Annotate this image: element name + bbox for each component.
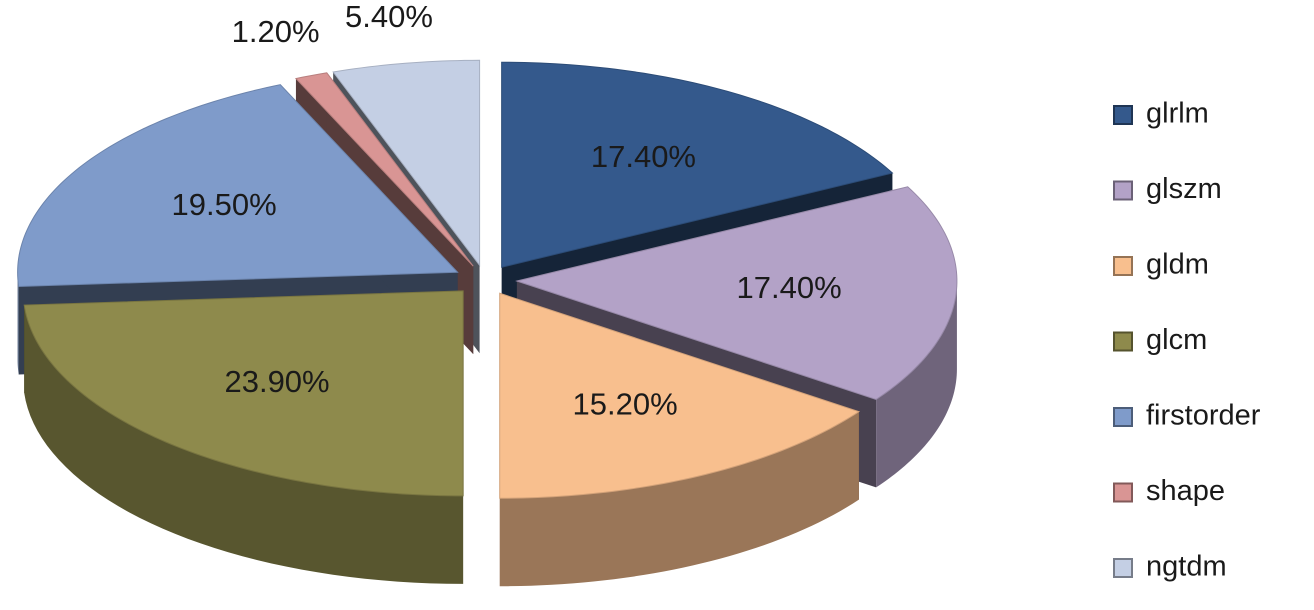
legend: glrlm glszm gldm glcm firstorder shape ngtdm [1113, 98, 1261, 583]
pie-slice [332, 59, 481, 267]
data-label: 17.40% [591, 139, 696, 174]
slice-wall [17, 272, 19, 375]
legend-label: shape [1146, 475, 1225, 507]
legend-swatch [1113, 331, 1133, 352]
legend-swatch [1113, 482, 1133, 503]
legend-label: ngtdm [1146, 551, 1227, 583]
pie-slice [501, 61, 894, 268]
slice-tops [17, 59, 958, 499]
legend-swatch [1113, 558, 1133, 578]
data-label: 17.40% [737, 270, 842, 305]
slice-wall [499, 411, 859, 587]
slice-wall [876, 281, 957, 488]
slice-wall [24, 305, 464, 584]
pie-slice [294, 72, 474, 267]
data-label: 19.50% [172, 187, 277, 222]
legend-label: firstorder [1146, 400, 1261, 432]
pie-slice [17, 84, 459, 287]
data-label: 15.20% [573, 386, 678, 421]
legend-label: glrlm [1146, 98, 1209, 130]
legend-label: glszm [1146, 173, 1222, 205]
pie-slice [499, 292, 861, 499]
data-label: 1.20% [232, 14, 320, 49]
data-label: 23.90% [224, 364, 329, 399]
legend-swatch [1113, 180, 1133, 201]
legend-swatch [1113, 256, 1133, 276]
data-labels: 17.40% 17.40% 15.20% 23.90% 19.50% 1.20% 5.40% [172, 0, 842, 421]
legend-swatch [1113, 407, 1133, 427]
pie-slice [23, 290, 464, 497]
legend-swatch [1113, 105, 1133, 125]
data-label: 5.40% [345, 0, 433, 34]
legend-label: glcm [1146, 324, 1207, 356]
pie-slice [515, 186, 958, 400]
legend-label: gldm [1146, 249, 1209, 281]
